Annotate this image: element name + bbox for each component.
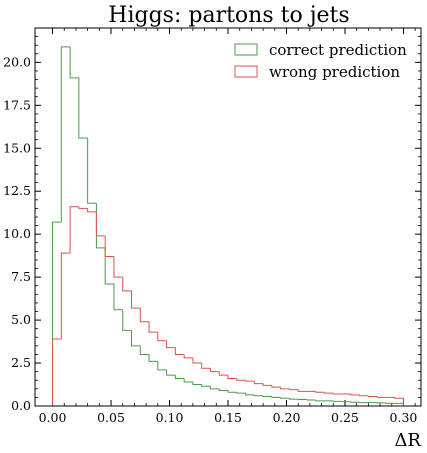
legend-label-wrong: wrong prediction [269,63,400,81]
histogram-bin [288,398,299,400]
histogram-bin [359,394,369,397]
histogram-bin [227,375,237,380]
y-tick-label: 12.5 [3,183,31,198]
histogram-bin [332,393,343,395]
histogram-bin [52,338,62,406]
histogram-bin [113,284,123,311]
histogram-bin [113,256,123,278]
histogram-bin [367,395,378,398]
histogram-bin [315,391,325,393]
histogram-bin [288,388,299,391]
histogram-bin [218,371,228,376]
y-tick-label: 17.5 [3,97,31,112]
histogram-bin [262,383,272,386]
histogram-bin [157,332,167,342]
histogram-bin [69,206,79,254]
histogram-bin [60,252,71,339]
histogram-bin [192,357,202,364]
histogram-bin [306,399,316,401]
y-tick-label: 5.0 [11,312,31,327]
histogram-bin [87,208,97,213]
histogram-bin [104,235,114,258]
x-tick-label: 0.15 [214,410,242,425]
chart-title: Higgs: partons to jets [108,3,349,28]
x-tick-label: 0.20 [273,410,301,425]
histogram-bin [324,392,334,394]
histogram-bin [271,385,281,388]
histogram-bin [227,390,237,393]
histogram-bin [52,221,62,406]
histogram-bin [139,308,150,323]
histogram-bin [148,354,158,362]
histogram-bin [122,309,132,331]
histogram-bin [174,375,185,380]
series-layer [52,46,404,406]
legend-swatch-wrong [234,65,258,78]
histogram-bin [131,290,141,309]
histogram-bin [262,395,272,398]
histogram-bin [95,211,106,237]
histogram-bin [209,386,220,390]
histogram-bin [236,378,246,381]
histogram-bin [139,345,150,355]
histogram-bin [280,387,290,390]
histogram-bin [201,363,211,369]
histogram-bin [192,381,202,386]
series-correct [52,46,404,406]
histogram-bin [280,397,290,399]
histogram-bin [183,354,193,359]
x-tick-label: 0.05 [97,410,125,425]
histogram-bin [253,381,264,385]
histogram-bin [245,380,255,382]
histogram-bin [376,396,386,398]
histogram-bin [332,400,343,402]
histogram-bin [104,247,114,285]
histogram-bin [236,392,246,394]
x-tick-label: 0.25 [331,410,359,425]
histogram-bin [209,368,220,373]
histogram-bin [157,361,167,371]
histogram-bin [315,399,325,402]
histogram-bin [394,397,404,406]
histogram-bin [148,321,158,333]
histogram-bin [69,46,79,79]
plot-frame [34,27,422,407]
y-tick-label: 0.0 [11,398,31,413]
y-tick-label: 20.0 [3,54,31,69]
histogram-bin [271,396,281,398]
histogram-bin [166,369,176,376]
histogram-bin [297,389,307,392]
histogram-bin [95,203,106,249]
histogram-bin [350,401,360,403]
histogram-bin [201,384,211,387]
x-tick-label: 0.30 [390,410,418,425]
y-tick-label: 2.5 [11,355,31,370]
y-tick-label: 15.0 [3,140,31,155]
histogram-bin [131,330,141,347]
histogram-bin [174,347,185,355]
histogram-bin [60,46,71,223]
histogram-bin [245,393,255,396]
ticks-layer: 0.00 0.05 0.10 0.15 0.20 0.25 0.30 0.0 2.5 5.0 7.5… [3,27,421,425]
histogram-bin [350,393,360,396]
legend: correct prediction wrong prediction [234,41,407,81]
y-tick-label: 10.0 [3,226,31,241]
histogram-bin [183,378,193,383]
y-tick-label: 7.5 [11,269,31,284]
legend-label-correct: correct prediction [269,41,407,59]
histogram-bin [78,77,88,139]
histogram-bin [78,206,88,209]
histogram-bin [166,340,176,349]
x-tick-label: 0.00 [39,410,67,425]
histogram-bin [253,394,264,397]
x-axis-label: ΔR [394,430,421,451]
x-tick-label: 0.10 [156,410,184,425]
legend-swatch-correct [234,43,258,56]
histogram-bin [122,277,132,292]
histogram-bin [218,388,228,392]
series-wrong [52,206,404,406]
histogram-bin [87,137,97,204]
